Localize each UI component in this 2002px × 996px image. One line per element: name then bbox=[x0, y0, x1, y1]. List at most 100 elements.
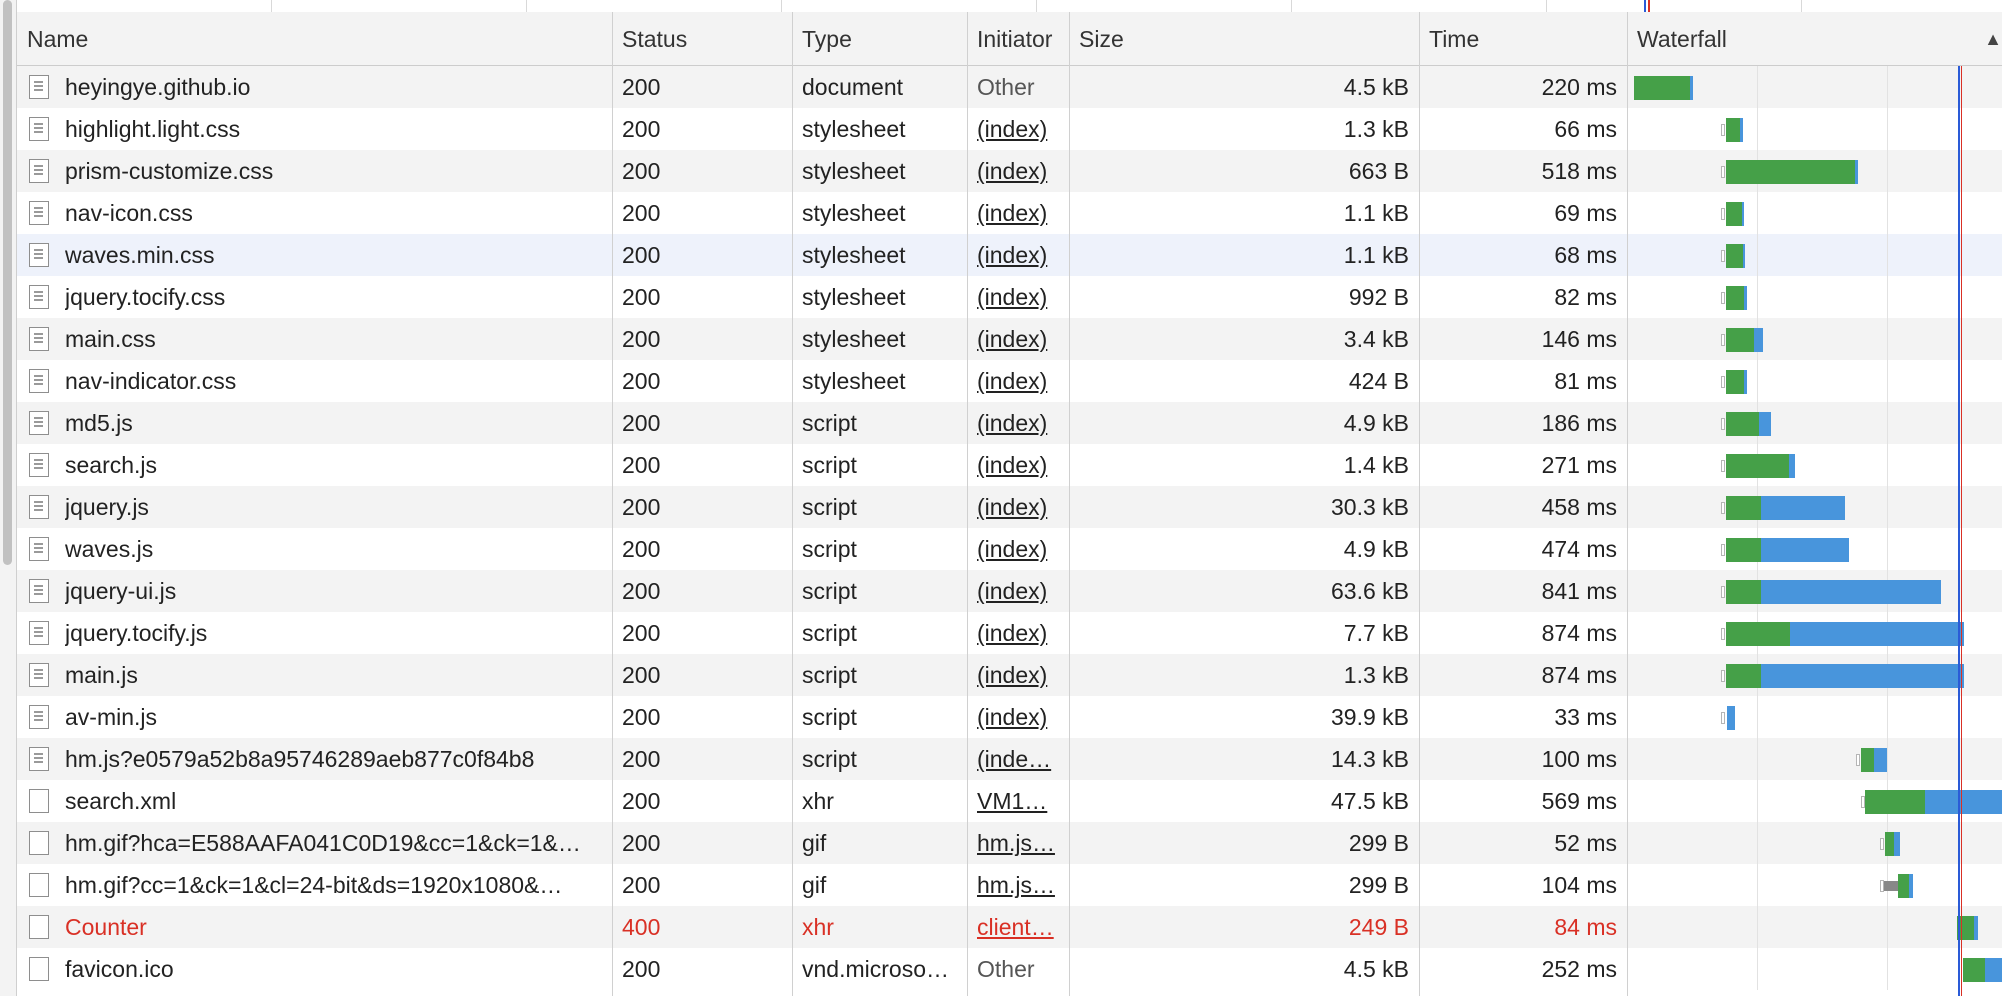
request-name-cell[interactable]: highlight.light.css bbox=[17, 108, 612, 150]
initiator-link[interactable]: client… bbox=[977, 914, 1054, 940]
left-scrollbar-thumb[interactable] bbox=[3, 0, 12, 565]
request-row[interactable]: jquery.tocify.css 200 stylesheet (index) 992… bbox=[17, 276, 2002, 318]
initiator-link[interactable]: (index) bbox=[977, 662, 1048, 688]
request-row[interactable]: hm.gif?cc=1&ck=1&cl=24-bit&ds=1920x1080&… bbox=[17, 864, 2002, 906]
waterfall-cell[interactable] bbox=[1627, 108, 2002, 150]
waterfall-cell[interactable] bbox=[1627, 948, 2002, 990]
initiator-link[interactable]: (index) bbox=[977, 158, 1048, 184]
request-name-cell[interactable]: main.css bbox=[17, 318, 612, 360]
waterfall-cell[interactable] bbox=[1627, 66, 2002, 108]
column-header-initiator[interactable]: Initiator bbox=[977, 26, 1053, 52]
request-name-cell[interactable]: favicon.ico bbox=[17, 948, 612, 990]
request-row[interactable]: nav-indicator.css 200 stylesheet (index) 424… bbox=[17, 360, 2002, 402]
waterfall-cell[interactable] bbox=[1627, 780, 2002, 822]
request-name-cell[interactable]: hm.gif?hca=E588AAFA041C0D19&cc=1&ck=1&… bbox=[17, 822, 612, 864]
request-row[interactable]: av-min.js 200 script (index) 39.9 kB 33 ms bbox=[17, 696, 2002, 738]
request-name-cell[interactable]: hm.js?e0579a52b8a95746289aeb877c0f84b8 bbox=[17, 738, 612, 780]
waterfall-cell[interactable] bbox=[1627, 486, 2002, 528]
column-header-time[interactable]: Time bbox=[1429, 26, 1480, 52]
request-name-cell[interactable]: jquery.tocify.css bbox=[17, 276, 612, 318]
waterfall-cell[interactable] bbox=[1627, 612, 2002, 654]
initiator-link[interactable]: (index) bbox=[977, 326, 1048, 352]
request-row[interactable]: jquery.js 200 script (index) 30.3 kB 458 ms bbox=[17, 486, 2002, 528]
request-row[interactable]: main.js 200 script (index) 1.3 kB 874 ms bbox=[17, 654, 2002, 696]
column-header-type[interactable]: Type bbox=[802, 26, 852, 52]
request-name-cell[interactable]: md5.js bbox=[17, 402, 612, 444]
initiator-link[interactable]: hm.js… bbox=[977, 830, 1055, 856]
initiator-link[interactable]: (index) bbox=[977, 704, 1048, 730]
request-row[interactable]: highlight.light.css 200 stylesheet (index) 1… bbox=[17, 108, 2002, 150]
waterfall-cell[interactable] bbox=[1627, 318, 2002, 360]
waterfall-cell[interactable] bbox=[1627, 192, 2002, 234]
initiator-link[interactable]: (inde… bbox=[977, 746, 1052, 772]
request-row[interactable]: jquery.tocify.js 200 script (index) 7.7 kB 87… bbox=[17, 612, 2002, 654]
request-name-cell[interactable]: main.js bbox=[17, 654, 612, 696]
waterfall-cell[interactable] bbox=[1627, 696, 2002, 738]
column-divider[interactable] bbox=[792, 12, 793, 996]
request-row[interactable]: Counter 400 xhr client… 249 B 84 ms bbox=[17, 906, 2002, 948]
request-name-cell[interactable]: jquery.tocify.js bbox=[17, 612, 612, 654]
waterfall-cell[interactable] bbox=[1627, 150, 2002, 192]
request-row[interactable]: waves.min.css 200 stylesheet (index) 1.1 kB 6… bbox=[17, 234, 2002, 276]
column-divider[interactable] bbox=[1069, 12, 1070, 996]
request-name-cell[interactable]: search.js bbox=[17, 444, 612, 486]
request-row[interactable]: jquery-ui.js 200 script (index) 63.6 kB 841 m… bbox=[17, 570, 2002, 612]
request-row[interactable]: prism-customize.css 200 stylesheet (index) 6… bbox=[17, 150, 2002, 192]
initiator-link[interactable]: (index) bbox=[977, 536, 1048, 562]
request-name-cell[interactable]: jquery-ui.js bbox=[17, 570, 612, 612]
request-name-cell[interactable]: Counter bbox=[17, 906, 612, 948]
sort-ascending-icon[interactable]: ▲ bbox=[1984, 29, 2002, 49]
request-name-cell[interactable]: nav-icon.css bbox=[17, 192, 612, 234]
request-row[interactable]: waves.js 200 script (index) 4.9 kB 474 ms bbox=[17, 528, 2002, 570]
request-name-cell[interactable]: jquery.js bbox=[17, 486, 612, 528]
column-header-name[interactable]: Name bbox=[27, 26, 89, 52]
initiator-link[interactable]: (index) bbox=[977, 452, 1048, 478]
initiator-link[interactable]: (index) bbox=[977, 116, 1048, 142]
request-row[interactable]: md5.js 200 script (index) 4.9 kB 186 ms bbox=[17, 402, 2002, 444]
request-name-cell[interactable]: nav-indicator.css bbox=[17, 360, 612, 402]
column-header-size[interactable]: Size bbox=[1079, 26, 1124, 52]
column-divider[interactable] bbox=[1627, 12, 1628, 996]
waterfall-cell[interactable] bbox=[1627, 528, 2002, 570]
request-name-cell[interactable]: av-min.js bbox=[17, 696, 612, 738]
waterfall-cell[interactable] bbox=[1627, 654, 2002, 696]
initiator-link[interactable]: (index) bbox=[977, 200, 1048, 226]
request-name-cell[interactable]: search.xml bbox=[17, 780, 612, 822]
request-row[interactable]: favicon.ico 200 vnd.microso… Other 4.5 kB 252… bbox=[17, 948, 2002, 990]
waterfall-cell[interactable] bbox=[1627, 234, 2002, 276]
column-header-waterfall[interactable]: Waterfall ▲ bbox=[1627, 12, 2002, 66]
request-row[interactable]: search.js 200 script (index) 1.4 kB 271 ms bbox=[17, 444, 2002, 486]
request-row[interactable]: main.css 200 stylesheet (index) 3.4 kB 146 ms bbox=[17, 318, 2002, 360]
request-name-cell[interactable]: prism-customize.css bbox=[17, 150, 612, 192]
waterfall-cell[interactable] bbox=[1627, 822, 2002, 864]
waterfall-cell[interactable] bbox=[1627, 738, 2002, 780]
waterfall-cell[interactable] bbox=[1627, 906, 2002, 948]
initiator-link[interactable]: (index) bbox=[977, 494, 1048, 520]
request-row[interactable]: search.xml 200 xhr VM1… 47.5 kB 569 ms bbox=[17, 780, 2002, 822]
column-header-status[interactable]: Status bbox=[622, 26, 688, 52]
request-row[interactable]: nav-icon.css 200 stylesheet (index) 1.1 kB 69… bbox=[17, 192, 2002, 234]
initiator-link[interactable]: (index) bbox=[977, 620, 1048, 646]
initiator-link[interactable]: VM1… bbox=[977, 788, 1048, 814]
waterfall-cell[interactable] bbox=[1627, 276, 2002, 318]
request-name-cell[interactable]: waves.min.css bbox=[17, 234, 612, 276]
request-name-cell[interactable]: waves.js bbox=[17, 528, 612, 570]
request-row[interactable]: hm.js?e0579a52b8a95746289aeb877c0f84b8 20… bbox=[17, 738, 2002, 780]
waterfall-cell[interactable] bbox=[1627, 864, 2002, 906]
request-name-cell[interactable]: heyingye.github.io bbox=[17, 66, 612, 108]
waterfall-cell[interactable] bbox=[1627, 570, 2002, 612]
initiator-link[interactable]: hm.js… bbox=[977, 872, 1055, 898]
request-row[interactable]: heyingye.github.io 200 document Other 4.5 kB… bbox=[17, 66, 2002, 108]
waterfall-cell[interactable] bbox=[1627, 444, 2002, 486]
request-row[interactable]: hm.gif?hca=E588AAFA041C0D19&cc=1&ck=1&… 2… bbox=[17, 822, 2002, 864]
initiator-link[interactable]: (index) bbox=[977, 578, 1048, 604]
initiator-link[interactable]: (index) bbox=[977, 368, 1048, 394]
waterfall-cell[interactable] bbox=[1627, 402, 2002, 444]
column-divider[interactable] bbox=[967, 12, 968, 996]
initiator-link[interactable]: (index) bbox=[977, 242, 1048, 268]
initiator-link[interactable]: (index) bbox=[977, 410, 1048, 436]
request-name-cell[interactable]: hm.gif?cc=1&ck=1&cl=24-bit&ds=1920x1080&… bbox=[17, 864, 612, 906]
column-divider[interactable] bbox=[612, 12, 613, 996]
initiator-link[interactable]: (index) bbox=[977, 284, 1048, 310]
column-divider[interactable] bbox=[1419, 12, 1420, 996]
